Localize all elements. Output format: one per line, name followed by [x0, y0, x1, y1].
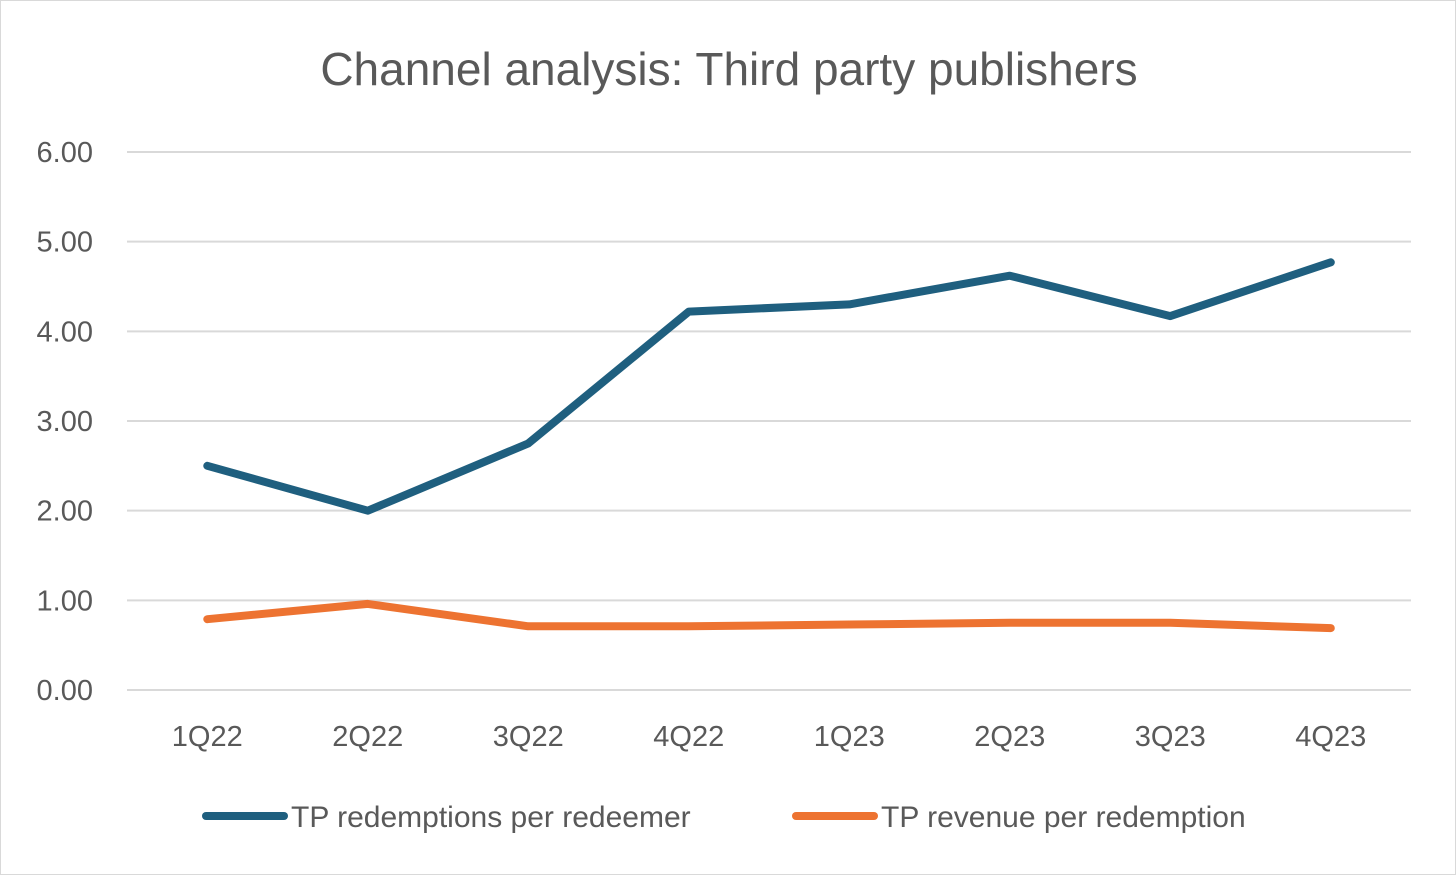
y-tick-label: 4.00	[37, 316, 93, 348]
legend-label: TP revenue per redemption	[881, 801, 1246, 834]
data-point	[1008, 274, 1011, 277]
x-tick-label: 1Q23	[814, 721, 885, 753]
x-tick-label: 2Q23	[974, 721, 1045, 753]
x-axis-ticks: 1Q22 2Q22 3Q22 4Q22 1Q23 2Q23 3Q23 4Q23	[172, 721, 1366, 753]
chart-title: Channel analysis: Third party publishers	[320, 43, 1137, 95]
x-tick-label: 4Q23	[1295, 721, 1366, 753]
legend-label: TP redemptions per redeemer	[291, 801, 691, 834]
y-tick-label: 2.00	[37, 496, 93, 528]
data-point	[1169, 315, 1172, 318]
data-point	[206, 464, 209, 467]
data-point	[206, 618, 209, 621]
data-point	[527, 442, 530, 445]
y-tick-label: 3.00	[37, 406, 93, 438]
data-point	[848, 623, 851, 626]
y-tick-label: 6.00	[37, 137, 93, 169]
data-point	[527, 625, 530, 628]
data-point	[366, 509, 369, 512]
data-point	[687, 310, 690, 313]
data-point	[1329, 261, 1332, 264]
x-tick-label: 1Q22	[172, 721, 243, 753]
series-line-2	[203, 599, 1335, 633]
x-tick-label: 2Q22	[332, 721, 403, 753]
legend: TP redemptions per redeemer TP revenue pe…	[202, 801, 1246, 834]
data-point	[687, 625, 690, 628]
series-line-1	[203, 258, 1335, 515]
y-tick-label: 1.00	[37, 585, 93, 617]
y-tick-label: 0.00	[37, 675, 93, 707]
x-tick-label: 4Q22	[653, 721, 724, 753]
data-point	[848, 303, 851, 306]
data-point	[1329, 627, 1332, 630]
data-point	[366, 602, 369, 605]
y-tick-label: 5.00	[37, 227, 93, 259]
gridlines	[127, 151, 1411, 691]
y-axis-ticks: 0.00 1.00 2.00 3.00 4.00 5.00 6.00	[37, 137, 93, 707]
series-lines	[203, 258, 1335, 633]
data-point	[1169, 621, 1172, 624]
x-tick-label: 3Q22	[493, 721, 564, 753]
data-point	[1008, 621, 1011, 624]
x-tick-label: 3Q23	[1135, 721, 1206, 753]
